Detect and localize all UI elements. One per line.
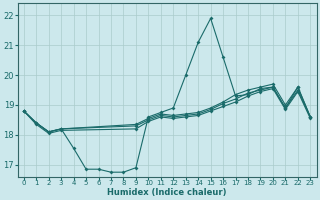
X-axis label: Humidex (Indice chaleur): Humidex (Indice chaleur) [107,188,227,197]
